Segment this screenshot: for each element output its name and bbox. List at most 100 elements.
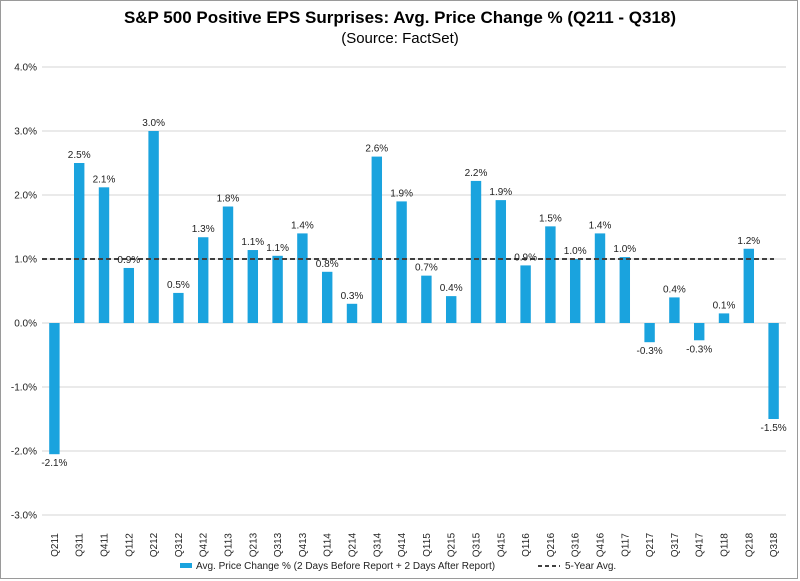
data-label: -2.1% xyxy=(41,458,67,469)
legend-swatch-bar xyxy=(180,563,192,568)
data-label: 1.9% xyxy=(390,188,413,199)
x-tick-label: Q112 xyxy=(124,533,135,557)
x-tick-label: Q416 xyxy=(596,532,607,557)
y-tick-label: 0.0% xyxy=(14,319,37,330)
chart-subtitle: (Source: FactSet) xyxy=(341,30,459,47)
bar xyxy=(346,303,358,323)
y-tick-label: -1.0% xyxy=(11,383,37,394)
data-label: 2.5% xyxy=(68,150,91,161)
data-label: 1.5% xyxy=(539,213,562,224)
bar xyxy=(693,323,705,341)
bar xyxy=(520,265,531,323)
data-label: 0.3% xyxy=(341,291,364,302)
data-label: 1.3% xyxy=(192,224,215,235)
bar xyxy=(222,206,234,323)
y-tick-label: -2.0% xyxy=(11,447,37,458)
x-tick-label: Q212 xyxy=(149,532,160,557)
y-tick-label: 2.0% xyxy=(14,191,37,202)
x-tick-label: Q318 xyxy=(769,532,780,557)
bar xyxy=(49,323,60,455)
x-tick-label: Q113 xyxy=(224,533,235,557)
bar xyxy=(197,237,209,323)
x-tick-label: Q217 xyxy=(645,532,656,557)
data-label: 0.5% xyxy=(167,280,190,291)
bar xyxy=(495,200,507,323)
bar xyxy=(123,267,135,323)
x-tick-label: Q215 xyxy=(447,532,458,557)
data-label: 2.2% xyxy=(465,168,488,179)
bar xyxy=(272,255,283,323)
x-tick-label: Q417 xyxy=(695,532,706,557)
data-label: 0.1% xyxy=(713,300,736,311)
x-tick-label: Q116 xyxy=(521,533,532,557)
bar xyxy=(545,226,556,323)
bar xyxy=(148,131,159,323)
bar xyxy=(619,257,631,323)
data-label: 1.4% xyxy=(589,220,612,231)
chart-title: S&P 500 Positive EPS Surprises: Avg. Pri… xyxy=(123,8,677,27)
bar xyxy=(396,201,407,323)
x-axis-ticks: Q211 Q311 Q411 Q112 Q212 Q312 Q412 Q113 Q213 Q313… xyxy=(50,532,780,557)
bar xyxy=(743,248,755,323)
x-tick-label: Q415 xyxy=(496,532,507,557)
bar xyxy=(644,323,655,343)
bar xyxy=(768,323,779,419)
data-label: 1.0% xyxy=(564,246,587,257)
bars xyxy=(49,131,779,455)
x-tick-label: Q316 xyxy=(571,532,582,557)
data-label: 0.7% xyxy=(415,263,438,274)
data-label: 2.6% xyxy=(365,144,388,155)
x-tick-label: Q311 xyxy=(75,533,86,557)
bar xyxy=(371,156,383,323)
x-tick-label: Q315 xyxy=(472,532,483,557)
bar xyxy=(98,187,110,323)
data-label: 0.9% xyxy=(117,255,140,266)
y-tick-label: 4.0% xyxy=(14,63,37,74)
data-label: 0.9% xyxy=(514,252,537,263)
bar xyxy=(247,250,259,323)
bar xyxy=(594,233,606,323)
data-label: 0.8% xyxy=(316,259,339,270)
x-tick-label: Q216 xyxy=(546,532,557,557)
x-tick-label: Q414 xyxy=(397,532,408,557)
data-labels: -2.1% 2.5% 2.1% 0.9% 3.0% 0.5% 1.3% 1.8% 1.1%1.1… xyxy=(41,118,786,469)
data-label: -1.5% xyxy=(761,423,787,434)
bar xyxy=(470,180,482,323)
x-tick-label: Q211 xyxy=(50,533,61,557)
data-label: 1.8% xyxy=(217,194,240,205)
y-tick-label: 3.0% xyxy=(14,127,37,138)
data-label: 1.9% xyxy=(489,187,512,198)
y-tick-label: 1.0% xyxy=(14,255,37,266)
x-tick-label: Q117 xyxy=(620,533,631,557)
x-tick-label: Q313 xyxy=(273,532,284,557)
y-axis-ticks: 4.0% 3.0% 2.0% 1.0% 0.0% -1.0% -2.0% -3.0% xyxy=(11,63,37,522)
bar xyxy=(718,313,730,323)
legend: Avg. Price Change % (2 Days Before Repor… xyxy=(180,561,616,572)
x-tick-label: Q317 xyxy=(670,532,681,557)
bar xyxy=(569,259,581,323)
data-label: 1.1% xyxy=(241,237,264,248)
data-label: 1.4% xyxy=(291,220,314,231)
bar xyxy=(297,233,308,323)
x-tick-label: Q314 xyxy=(372,532,383,557)
data-label: -0.3% xyxy=(686,344,712,355)
x-tick-label: Q213 xyxy=(248,532,259,557)
data-label: -0.3% xyxy=(637,346,663,357)
data-label: 0.4% xyxy=(440,283,463,294)
x-tick-label: Q118 xyxy=(720,533,731,557)
data-label: 0.4% xyxy=(663,284,686,295)
x-tick-label: Q411 xyxy=(100,533,111,557)
data-label: 3.0% xyxy=(142,118,165,129)
x-tick-label: Q413 xyxy=(298,532,309,557)
data-label: 2.1% xyxy=(93,174,116,185)
data-label: 1.0% xyxy=(613,244,636,255)
x-tick-label: Q114 xyxy=(323,533,334,557)
bar xyxy=(421,275,432,323)
y-tick-label: -3.0% xyxy=(11,511,37,522)
bar xyxy=(669,297,680,323)
x-tick-label: Q214 xyxy=(348,532,359,557)
data-label: 1.1% xyxy=(266,243,289,254)
bar xyxy=(321,271,333,323)
